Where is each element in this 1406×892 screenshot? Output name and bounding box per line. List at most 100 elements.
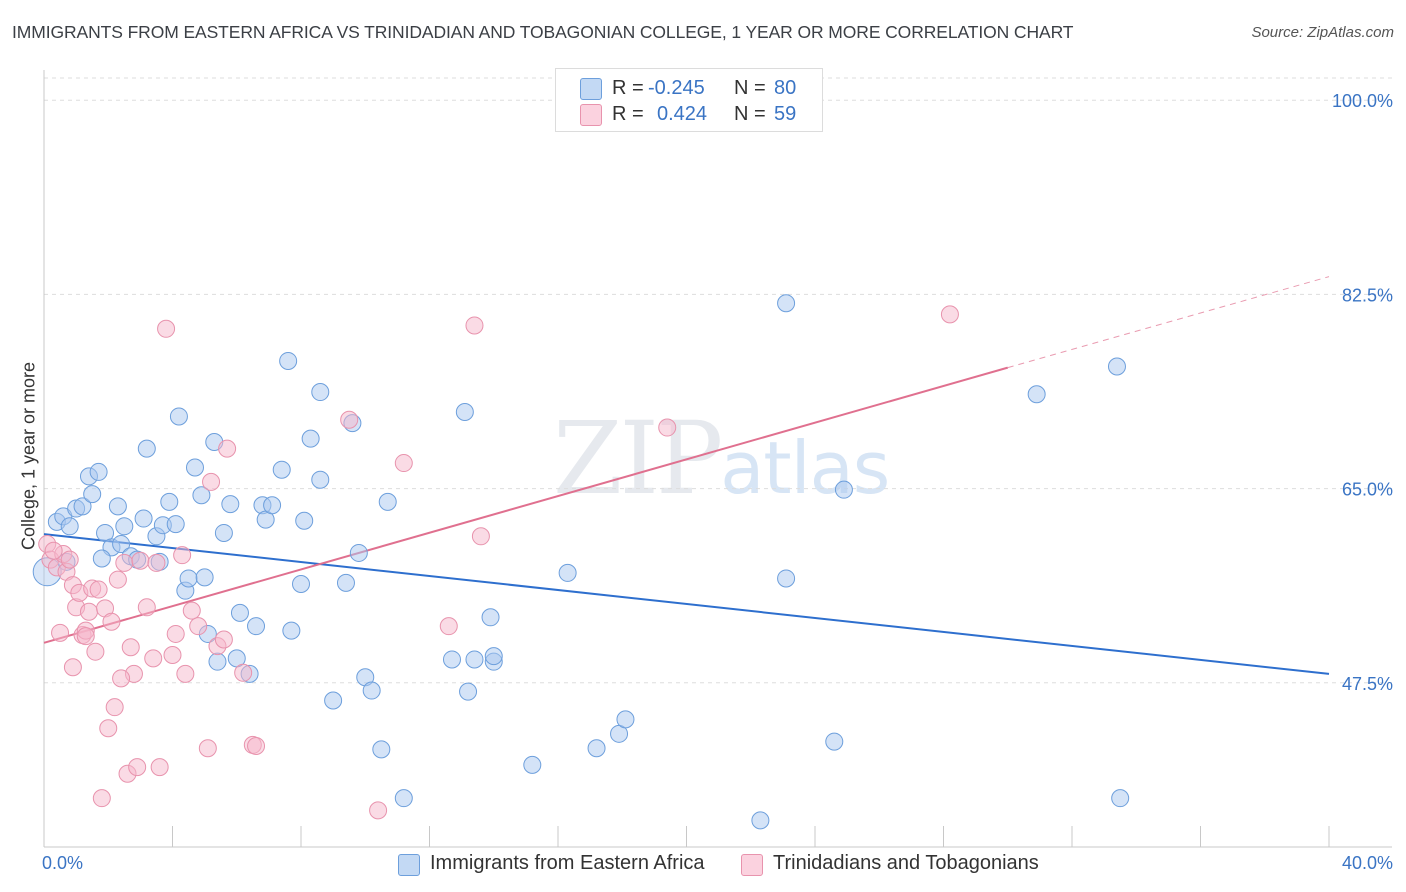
correlation-legend: R = -0.245 N = 80 R = 0.424 N = 59	[555, 68, 823, 132]
point-eastern-africa	[394, 789, 413, 808]
point-eastern-africa	[751, 811, 770, 830]
point-trinidadian	[157, 319, 176, 338]
legend-swatch-pink	[580, 104, 602, 126]
trendline-trinidadian-extension	[1007, 276, 1330, 369]
x-tick-label-max: 40.0%	[1342, 853, 1393, 873]
point-eastern-africa	[73, 497, 92, 516]
data-points	[32, 294, 1130, 830]
point-trinidadian	[137, 598, 156, 617]
point-trinidadian	[198, 739, 217, 758]
point-eastern-africa	[301, 429, 320, 448]
point-trinidadian	[176, 664, 195, 683]
point-eastern-africa	[108, 497, 127, 516]
point-eastern-africa	[372, 740, 391, 759]
point-trinidadian	[63, 658, 82, 677]
point-trinidadian	[471, 527, 490, 546]
point-trinidadian	[150, 758, 169, 777]
bottom-legend-label: Trinidadians and Tobagonians	[773, 852, 1039, 874]
point-trinidadian	[102, 612, 121, 631]
point-eastern-africa	[292, 575, 310, 594]
point-trinidadian	[108, 570, 127, 589]
point-eastern-africa	[247, 617, 266, 636]
point-eastern-africa	[1111, 789, 1130, 808]
point-trinidadian	[44, 541, 63, 560]
point-eastern-africa	[208, 652, 227, 671]
legend-r-label: R =	[612, 77, 644, 99]
point-trinidadian	[144, 649, 163, 668]
point-eastern-africa	[60, 517, 79, 536]
point-eastern-africa	[455, 403, 474, 422]
x-tick-label-min: 0.0%	[42, 853, 83, 873]
point-trinidadian	[940, 305, 959, 324]
grid-lines	[44, 77, 1392, 684]
point-trinidadian	[79, 602, 98, 621]
bottom-legend-swatch-pink	[741, 854, 763, 876]
point-trinidadian	[218, 439, 237, 458]
point-trinidadian	[131, 551, 150, 570]
point-trinidadian	[115, 553, 134, 572]
point-eastern-africa	[336, 573, 355, 592]
point-trinidadian	[147, 553, 166, 572]
point-trinidadian	[439, 617, 458, 636]
watermark-atlas: atlas	[720, 426, 890, 510]
y-tick-label: 82.5%	[1342, 285, 1393, 305]
point-eastern-africa	[230, 603, 249, 622]
point-eastern-africa	[137, 439, 156, 458]
legend-r-value: 0.424	[657, 103, 708, 125]
y-tick-label: 65.0%	[1342, 480, 1393, 500]
point-trinidadian	[369, 801, 388, 820]
trendline-eastern-africa	[43, 533, 1330, 675]
point-trinidadian	[60, 550, 79, 569]
axes	[43, 70, 1392, 848]
point-trinidadian	[658, 418, 677, 437]
bottom-legend-label: Immigrants from Eastern Africa	[430, 852, 705, 874]
point-eastern-africa	[192, 486, 211, 505]
y-axis-label: College, 1 year or more	[18, 361, 39, 551]
point-eastern-africa	[481, 608, 500, 627]
y-tick-label: 47.5%	[1342, 674, 1393, 694]
point-eastern-africa	[442, 650, 461, 669]
point-trinidadian	[247, 737, 266, 756]
point-trinidadian	[173, 546, 192, 565]
point-eastern-africa	[362, 681, 381, 700]
point-eastern-africa	[89, 462, 108, 481]
point-trinidadian	[89, 580, 108, 599]
trend-lines	[43, 276, 1330, 675]
point-eastern-africa	[295, 511, 314, 530]
point-eastern-africa	[834, 480, 853, 499]
point-trinidadian	[112, 669, 131, 688]
point-eastern-africa	[92, 549, 111, 568]
point-eastern-africa	[777, 294, 796, 313]
y-tick-label: 100.0%	[1332, 91, 1393, 111]
point-trinidadian	[99, 719, 118, 738]
point-eastern-africa	[214, 523, 233, 542]
legend-r-value: -0.245	[648, 77, 705, 99]
legend-n-label: N =	[734, 77, 766, 99]
point-trinidadian	[202, 472, 221, 491]
point-eastern-africa	[324, 691, 343, 710]
legend-n-value: 59	[774, 103, 797, 125]
point-eastern-africa	[169, 407, 188, 426]
chart-title: IMMIGRANTS FROM EASTERN AFRICA VS TRINID…	[12, 22, 1074, 42]
point-trinidadian	[76, 627, 95, 646]
point-eastern-africa	[311, 383, 330, 402]
point-trinidadian	[86, 642, 105, 661]
point-eastern-africa	[558, 563, 577, 582]
point-eastern-africa	[616, 710, 635, 729]
point-eastern-africa	[185, 458, 204, 477]
point-eastern-africa	[777, 569, 796, 588]
bottom-legend-swatch-blue	[398, 854, 420, 876]
point-eastern-africa	[195, 568, 214, 587]
point-eastern-africa	[1107, 357, 1126, 376]
legend-r-label: R =	[612, 103, 644, 125]
point-eastern-africa	[83, 485, 102, 504]
point-eastern-africa	[279, 351, 298, 370]
point-trinidadian	[182, 601, 201, 620]
point-eastern-africa	[465, 650, 484, 669]
legend-n-label: N =	[734, 103, 766, 125]
point-eastern-africa	[221, 495, 240, 514]
point-eastern-africa	[825, 732, 844, 751]
watermark: ZIPatlas	[553, 400, 890, 517]
watermark-zip: ZIP	[553, 400, 723, 517]
point-eastern-africa	[263, 496, 282, 515]
